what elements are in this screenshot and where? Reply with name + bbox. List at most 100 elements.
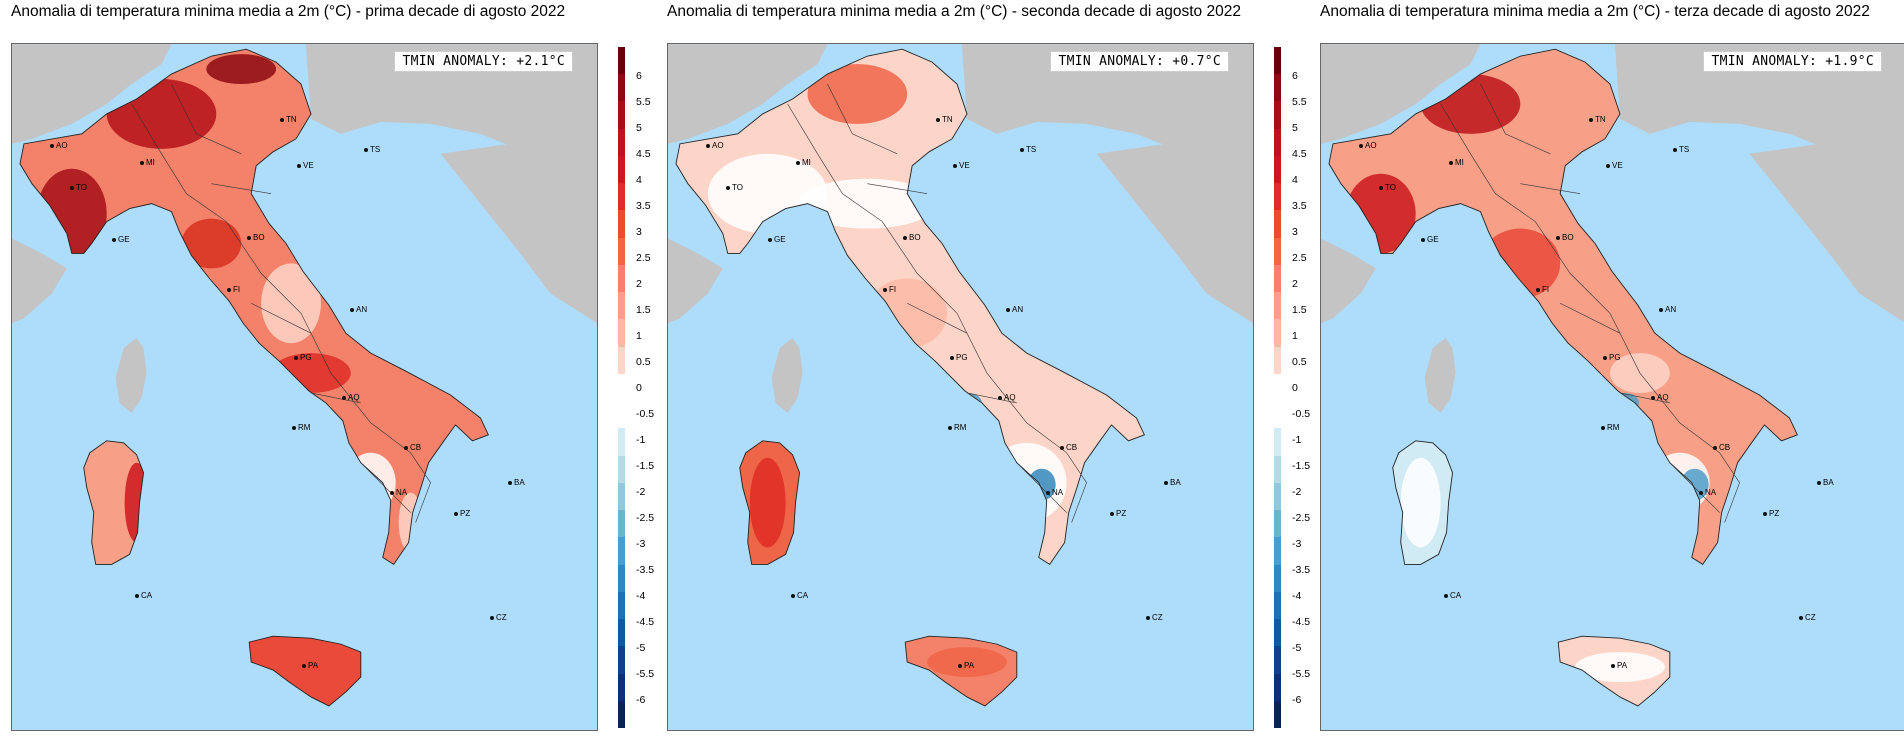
map-panel-1-svg — [12, 44, 597, 730]
sardinia-outline — [739, 440, 801, 565]
city-dot — [454, 511, 458, 516]
city-label-pg: PG — [1603, 354, 1621, 362]
city-label-pa: PA — [958, 662, 974, 670]
anomaly-blob — [181, 218, 242, 269]
colorbar-segment — [1274, 700, 1281, 729]
colorbar-segment — [618, 292, 625, 320]
regional-borders-2 — [171, 83, 411, 513]
city-code: RM — [1607, 423, 1620, 432]
city-dot — [1589, 117, 1593, 122]
city-code: NA — [1705, 488, 1717, 497]
city-label-an: AN — [350, 306, 367, 314]
foreign-land-west — [1321, 238, 1376, 324]
city-dot — [1659, 307, 1663, 312]
colorbar-tick-label: -4.5 — [636, 616, 655, 628]
city-label-pz: PZ — [1763, 510, 1779, 518]
colorbar-tick-label: -1.5 — [1292, 460, 1311, 472]
colorbar-2: 6 5.5 5 4.5 4 3.5 3 2.5 2 1.5 1 0.5 0 -0.5 -1 -1.5 -2 -2.… — [1274, 47, 1310, 729]
city-code: TS — [1679, 145, 1690, 154]
colorbar-tick-label: 1 — [636, 330, 642, 342]
city-dot — [247, 235, 251, 240]
city-label-pz: PZ — [1110, 510, 1126, 518]
colorbar-segment — [1274, 319, 1281, 348]
city-code: TS — [370, 145, 381, 154]
city-dot — [1146, 615, 1150, 620]
anomaly-blob — [1400, 457, 1441, 548]
city-code: CZ — [1152, 613, 1163, 622]
city-code: TN — [1595, 115, 1606, 124]
city-dot — [342, 395, 346, 400]
city-dot — [70, 185, 74, 190]
city-code: GE — [1427, 235, 1439, 244]
city-dot — [1556, 235, 1560, 240]
city-dot — [404, 445, 408, 450]
city-dot — [490, 615, 494, 620]
colorbar-segment — [618, 155, 625, 184]
city-code: BO — [1562, 233, 1574, 242]
colorbar-tick-label: -1.5 — [636, 460, 655, 472]
city-dot — [1606, 163, 1610, 168]
colorbar-segment — [1274, 128, 1281, 157]
colorbar-segment — [618, 591, 625, 620]
city-code: PZ — [460, 509, 471, 518]
city-dot — [1060, 445, 1064, 450]
colorbar-tick-label: -5 — [1292, 642, 1302, 654]
colorbar-tick-label: 1.5 — [1292, 304, 1307, 316]
colorbar-tick-label: 0 — [636, 382, 642, 394]
city-code: AQ — [1657, 393, 1669, 402]
city-dot — [364, 147, 368, 152]
anomaly-blob — [797, 178, 938, 229]
colorbar-segment — [618, 128, 625, 157]
city-dot — [1006, 307, 1010, 312]
corsica — [115, 338, 147, 413]
colorbar-tick-label: 5.5 — [1292, 96, 1307, 108]
city-code: TN — [286, 115, 297, 124]
city-dot — [903, 235, 907, 240]
city-dot — [768, 237, 772, 242]
foreign-land-northeast — [1614, 44, 1904, 193]
colorbar-tick-label: -3 — [636, 538, 646, 550]
colorbar-tick-label: 4 — [1292, 174, 1298, 186]
city-label-bo: BO — [247, 234, 265, 242]
city-label-to: TO — [1379, 184, 1396, 192]
colorbar-segment — [618, 319, 625, 348]
city-dot — [1449, 160, 1453, 165]
foreign-land-northwest — [1321, 44, 1481, 144]
city-code: TS — [1026, 145, 1037, 154]
panel-3-title: Anomalia di temperatura minima media a 2… — [1320, 3, 1870, 20]
city-label-ge: GE — [768, 236, 786, 244]
sicily-outline — [904, 635, 1018, 707]
foreign-land-northeast — [961, 44, 1253, 194]
city-code: PG — [956, 353, 968, 362]
colorbar-segment — [1274, 210, 1281, 239]
city-label-aq: AQ — [342, 394, 360, 402]
city-label-ba: BA — [508, 479, 525, 487]
city-code: AQ — [1004, 393, 1016, 402]
colorbar-tick-label: -6 — [1292, 694, 1302, 706]
city-label-ve: VE — [297, 162, 314, 170]
colorbar-segment — [618, 47, 625, 75]
foreign-land-balkans — [1749, 143, 1904, 322]
city-code: TN — [942, 115, 953, 124]
colorbar-tick-label: 2 — [636, 278, 642, 290]
city-label-ca: CA — [791, 592, 808, 600]
city-label-ve: VE — [1606, 162, 1623, 170]
colorbar-segment — [1274, 455, 1281, 484]
colorbar-tick-label: 1 — [1292, 330, 1298, 342]
city-label-ts: TS — [1020, 146, 1036, 154]
sicily — [249, 636, 361, 706]
colorbar-segment — [1274, 346, 1281, 375]
city-dot — [112, 237, 116, 242]
city-label-ao: AO — [50, 142, 68, 150]
anomaly-blob — [206, 54, 277, 85]
city-dot — [706, 143, 710, 148]
foreign-land-balkans — [1096, 143, 1253, 324]
city-label-pg: PG — [950, 354, 968, 362]
city-code: PZ — [1116, 509, 1127, 518]
city-dot — [1359, 143, 1363, 148]
colorbar-segment — [1274, 237, 1281, 266]
city-code: TO — [76, 183, 87, 192]
colorbar-tick-label: 5 — [636, 122, 642, 134]
city-label-pa: PA — [1611, 662, 1627, 670]
city-dot — [1763, 511, 1767, 516]
